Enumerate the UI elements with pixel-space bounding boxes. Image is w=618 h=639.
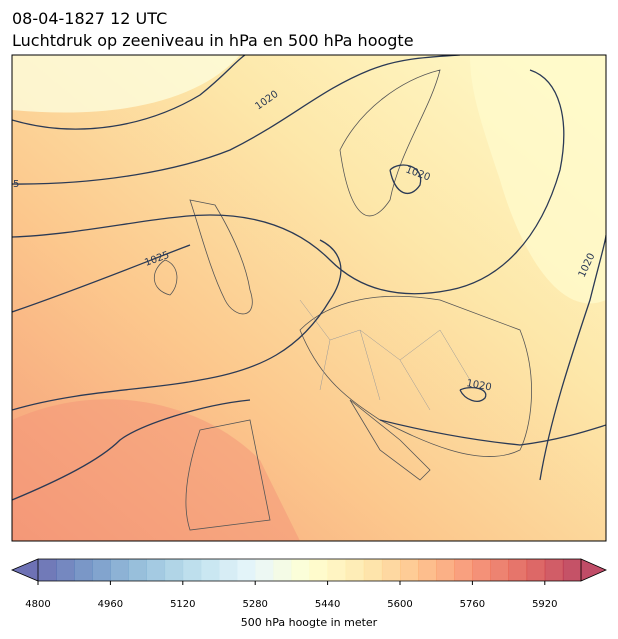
colorbar-bin [327, 559, 347, 581]
colorbar-bin [363, 559, 383, 581]
colorbar-bin [381, 559, 401, 581]
colorbar-bin [544, 559, 564, 581]
colorbar-bin [472, 559, 491, 581]
colorbar-bin [219, 559, 238, 581]
colorbar-extend [10, 558, 39, 582]
map-frame [11, 54, 607, 542]
isobar [12, 244, 191, 313]
colorbar-bin [508, 559, 528, 581]
isobar [539, 234, 606, 481]
colorbar-bin [436, 559, 455, 581]
field-band [12, 55, 240, 113]
colorbar-bin [418, 559, 437, 581]
colorbar-bin [146, 559, 166, 581]
colorbar-bin [110, 559, 129, 581]
colorbar-frame [38, 558, 581, 582]
colorbar-bin [490, 559, 509, 581]
colorbar-tick-label: 5120 [170, 599, 195, 610]
colorbar-bin [400, 559, 419, 581]
isobar [12, 55, 461, 185]
colorbar-bin [164, 559, 184, 581]
colorbar-tick-label: 5280 [242, 599, 267, 610]
colorbar-tick-label: 5920 [532, 599, 557, 610]
coastline [153, 69, 532, 531]
borders [299, 299, 471, 411]
colorbar-bin [309, 559, 328, 581]
colorbar-bin [273, 559, 292, 581]
isobar [459, 387, 487, 402]
isobar [12, 239, 342, 411]
colorbar-bin [74, 559, 93, 581]
colorbar-tick-label: 4800 [25, 599, 50, 610]
colorbar-extend [580, 558, 607, 582]
colorbar-label: 500 hPa hoogte in meter [241, 616, 378, 629]
colorbar-bin [345, 559, 365, 581]
isobar [12, 399, 251, 501]
colorbar-bin [526, 559, 546, 581]
contour-label: 5 [13, 179, 19, 190]
colorbar-bin [128, 559, 147, 581]
colorbar-tick-label: 5600 [387, 599, 412, 610]
map: 1020 1020 1025 1020 1020 5 [12, 55, 606, 541]
colorbar-bin [200, 559, 220, 581]
field-band [470, 55, 606, 304]
colorbar-tick-label: 4960 [98, 599, 123, 610]
colorbar-bin [56, 559, 75, 581]
colorbar-bin [562, 559, 582, 581]
colorbar-tick-label: 5440 [315, 599, 340, 610]
colorbar-bin [38, 559, 57, 581]
isobar [12, 55, 246, 130]
colorbar-bin [182, 559, 202, 581]
colorbar-bin [255, 559, 274, 581]
field-band [12, 399, 300, 541]
colorbar-bin [291, 559, 310, 581]
colorbar-bin [92, 559, 111, 581]
colorbar-bin [454, 559, 473, 581]
isobar [379, 419, 606, 446]
title-line: Luchtdruk op zeeniveau in hPa en 500 hPa… [12, 31, 414, 50]
isobar [389, 164, 422, 195]
colorbar: 4800 4960 5120 5280 5440 5600 5760 5920 [10, 558, 607, 610]
title-line: 08-04-1827 12 UTC [12, 9, 167, 28]
colorbar-bin [237, 559, 256, 581]
colorbar-tick-label: 5760 [460, 599, 485, 610]
isobar [12, 69, 565, 295]
contour-label: 1020 [465, 378, 492, 393]
